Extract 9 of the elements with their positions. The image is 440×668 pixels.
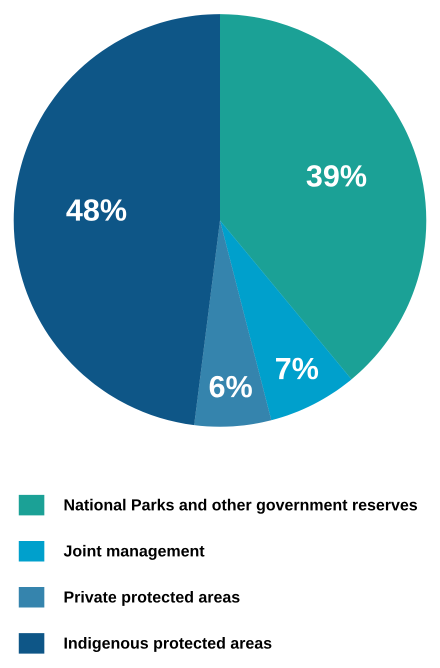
pie-slice [194, 220, 272, 427]
data-label: 7% [276, 358, 318, 380]
data-label: 48% [66, 199, 126, 221]
legend-label: Indigenous protected areas [64, 637, 272, 652]
legend-label: Private protected areas [64, 590, 240, 606]
legend-label: Joint management [64, 544, 204, 560]
data-label: 6% [210, 376, 252, 398]
data-label: 39% [306, 165, 366, 187]
legend-label: National Parks and other government reserves [64, 498, 418, 514]
